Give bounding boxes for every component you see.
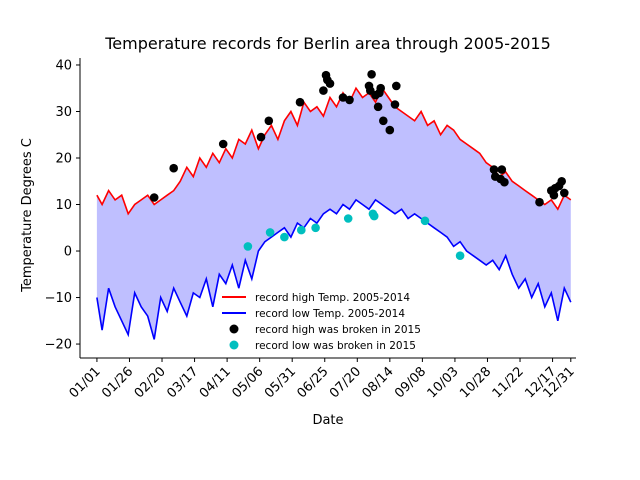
x-tick-label: 08/14 [360,364,397,401]
axes [79,58,576,359]
y-tick-label: 0 [64,245,72,260]
legend-marker-low-broken [229,340,239,350]
scatter-point-high-broken [325,79,335,88]
scatter-point-high-broken [557,177,566,186]
scatter-point-low-broken [369,211,379,221]
scatter-point-high-broken [390,100,400,109]
scatter-point-high-broken [218,139,228,149]
x-tick-label: 04/11 [197,364,234,401]
scatter-point-high-broken [560,188,569,198]
scatter-points [149,70,569,260]
x-tick-label: 09/08 [392,364,429,401]
scatter-point-high-broken [256,132,266,142]
scatter-point-high-broken [169,163,178,173]
x-tick-label: 02/20 [132,364,169,401]
scatter-point-high-broken [379,116,388,126]
scatter-point-high-broken [264,116,274,126]
legend-label-low-broken: record low was broken in 2015 [255,340,416,352]
scatter-point-high-broken [319,86,328,95]
legend-label-high-broken: record high was broken in 2015 [255,324,421,336]
legend-marker-high-broken [229,324,239,334]
scatter-point-high-broken [376,83,386,93]
scatter-point-high-broken [500,177,509,187]
scatter-point-high-broken [497,165,507,174]
scatter-point-low-broken [343,214,353,223]
scatter-point-high-broken [149,193,159,202]
x-ticks: 01/0101/2602/2003/1704/1105/0605/3106/25… [67,358,578,401]
scatter-point-low-broken [311,223,320,233]
y-axis-label: Temperature Degrees C [20,138,35,293]
scatter-point-high-broken [345,95,354,105]
y-tick-label: 10 [55,198,72,213]
scatter-point-high-broken [549,190,559,200]
scatter-point-low-broken [280,232,289,242]
scatter-point-high-broken [489,165,499,174]
scatter-point-low-broken [420,216,430,226]
x-tick-label: 01/01 [67,364,104,401]
scatter-point-low-broken [297,225,306,235]
scatter-point-high-broken [338,93,348,102]
y-tick-label: 20 [55,152,72,167]
y-ticks: −20 −10 0 10 20 30 40 [45,58,80,353]
x-tick-label: 10/03 [425,364,462,401]
x-tick-label: 05/06 [229,364,266,401]
y-tick-label: 40 [55,58,72,73]
y-tick-label: −10 [45,291,72,306]
x-tick-label: 11/22 [490,364,527,401]
temperature-range-fill [96,88,571,340]
x-tick-label: 01/26 [99,364,136,401]
scatter-point-high-broken [392,81,401,91]
scatter-point-high-broken [535,197,544,207]
range-fill-area [96,88,571,340]
scatter-point-high-broken [385,125,395,135]
x-tick-label: 06/25 [294,364,331,401]
x-tick-label: 10/28 [457,364,494,401]
scatter-point-low-broken [455,251,465,260]
scatter-point-high-broken [295,97,305,107]
legend-label-record-low: record low Temp. 2005-2014 [255,308,405,320]
x-tick-label: 07/20 [327,364,364,401]
legend: record high Temp. 2005-2014 record low T… [222,292,421,352]
scatter-point-low-broken [265,228,275,237]
y-tick-label: −20 [45,338,72,353]
x-tick-label: 05/31 [262,364,299,401]
scatter-point-high-broken [373,102,383,112]
y-tick-label: 30 [55,105,72,120]
x-tick-label: 03/17 [164,364,201,401]
scatter-point-high-broken [367,70,376,79]
series-line-record-low [96,198,572,340]
legend-label-record-high: record high Temp. 2005-2014 [255,292,410,304]
scatter-point-low-broken [243,242,253,251]
chart-title: Temperature records for Berlin area thro… [104,34,551,53]
x-axis-label: Date [312,413,343,428]
